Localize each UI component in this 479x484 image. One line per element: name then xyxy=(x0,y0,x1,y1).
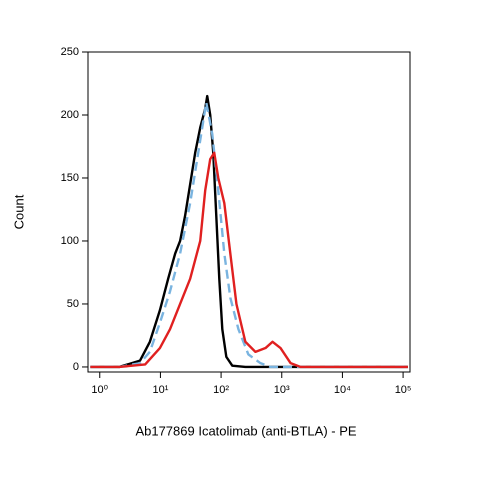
series-line xyxy=(90,151,408,369)
series-line xyxy=(90,101,408,369)
x-tick-label: 10² xyxy=(213,384,229,396)
y-tick-label: 200 xyxy=(61,109,79,121)
x-tick-label: 10¹ xyxy=(152,384,168,396)
y-tick-label: 250 xyxy=(61,46,79,58)
x-tick-label: 10⁴ xyxy=(334,384,351,396)
series-line xyxy=(90,94,408,369)
y-tick-label: 0 xyxy=(73,361,79,373)
x-axis-label: Ab177869 Icatolimab (anti-BTLA) - PE xyxy=(135,423,356,438)
x-tick-label: 10⁵ xyxy=(395,384,412,396)
y-tick-label: 50 xyxy=(67,298,79,310)
y-tick-label: 100 xyxy=(61,235,79,247)
y-tick-label: 150 xyxy=(61,172,79,184)
y-axis-label: Count xyxy=(11,194,26,229)
plot-frame xyxy=(87,51,411,373)
x-tick-label: 10³ xyxy=(274,384,290,396)
x-tick-label: 10⁰ xyxy=(91,384,108,396)
